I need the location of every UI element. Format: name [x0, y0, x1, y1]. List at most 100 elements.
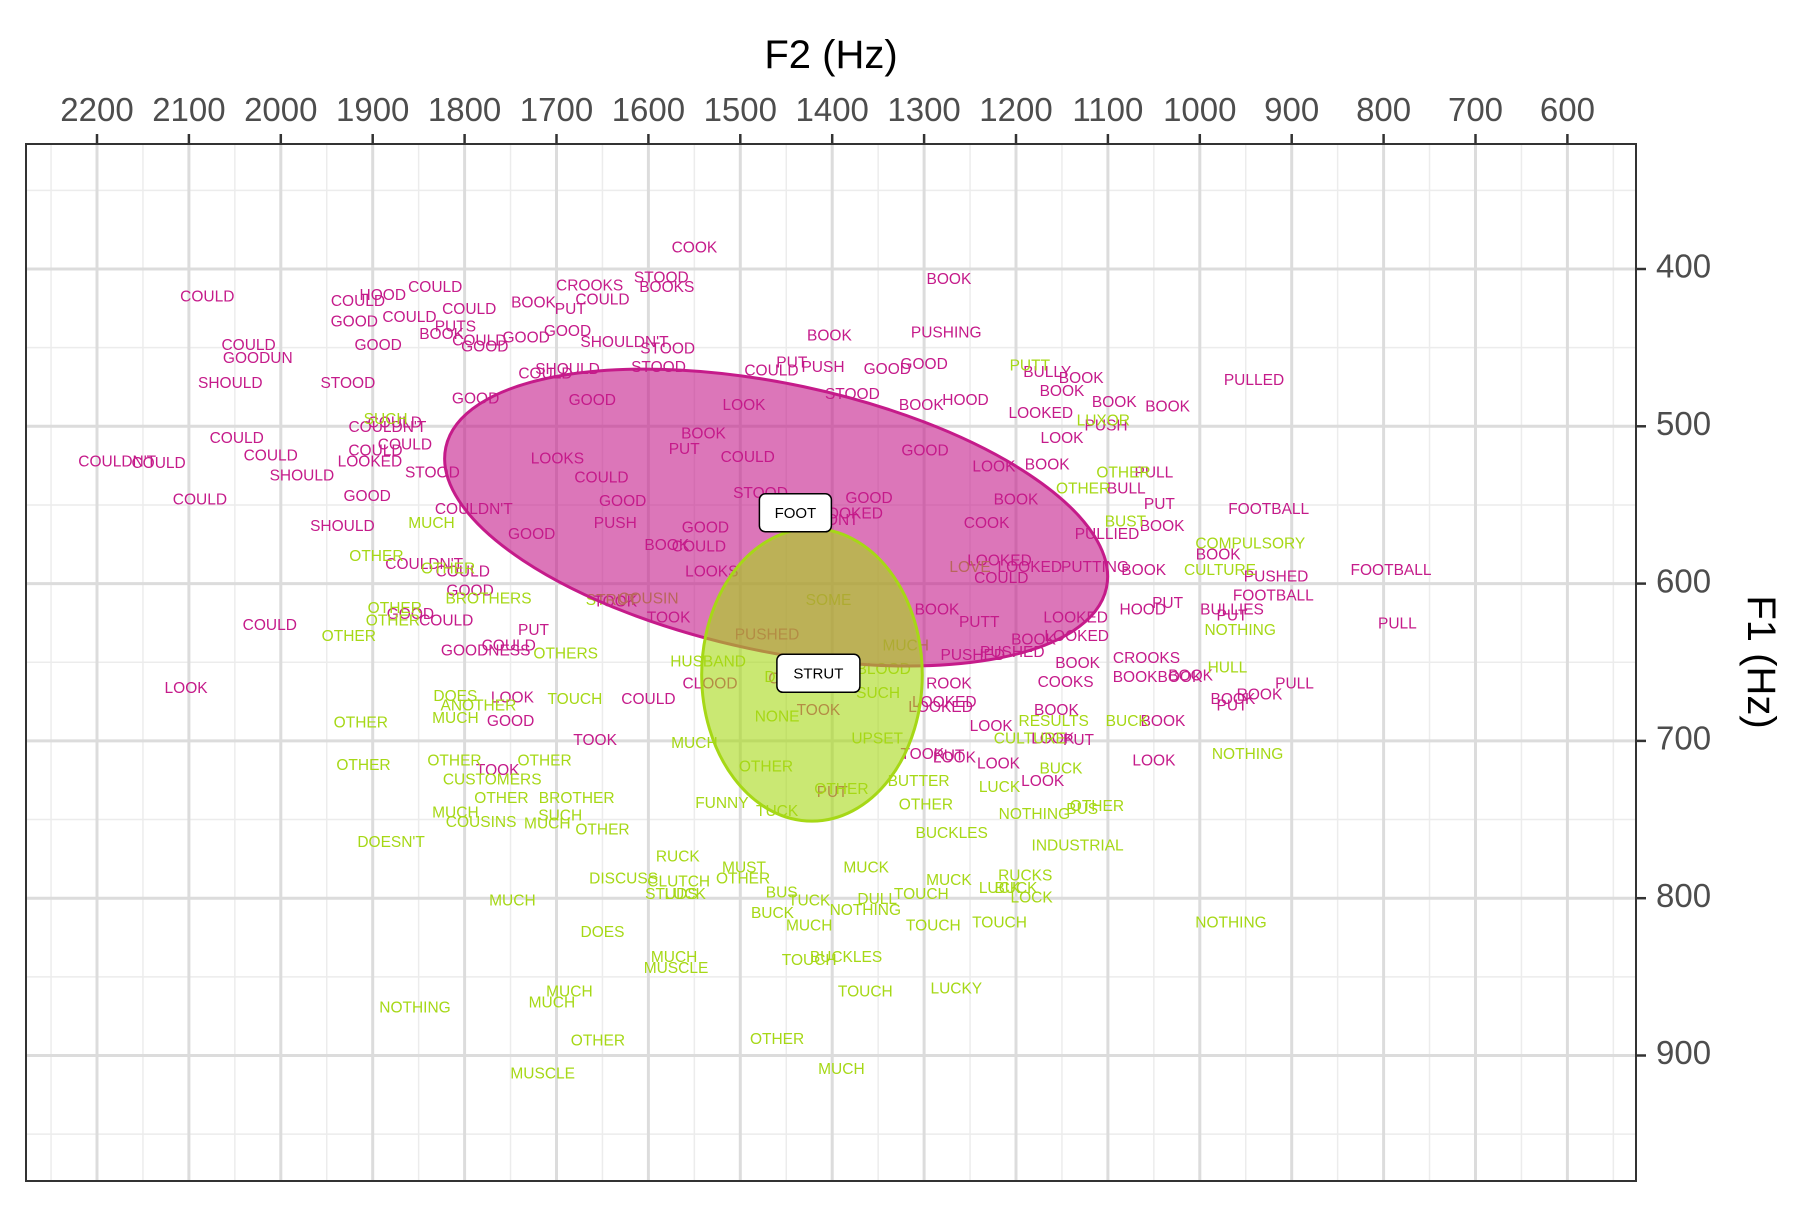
x-tick-label: 700 [1448, 91, 1503, 128]
x-axis-title: F2 (Hz) [764, 33, 897, 77]
strut-token: SUCH [538, 807, 582, 824]
foot-token: BOOK [1059, 370, 1104, 387]
strut-token: PUTT [1010, 358, 1051, 375]
strut-token: TUCK [788, 892, 831, 909]
x-tick-label: 1100 [1072, 91, 1143, 128]
strut-token: NOTHING [999, 806, 1070, 823]
foot-token: COULD [173, 491, 227, 508]
y-tick-label: 500 [1656, 405, 1711, 442]
foot-token: BOOK [1025, 457, 1070, 474]
foot-token: LOOK [165, 680, 209, 697]
x-tick-label: 900 [1264, 91, 1319, 128]
foot-token: LOOKED [338, 454, 403, 471]
strut-token: TOUCH [782, 952, 837, 969]
strut-token: OTHER [366, 612, 420, 629]
foot-token: COULD [382, 309, 436, 326]
y-tick-label: 800 [1656, 877, 1711, 914]
foot-token: PUT [1063, 732, 1095, 749]
foot-token: BOOK [1140, 518, 1185, 535]
strut-token: CULTURE [1184, 562, 1256, 579]
strut-token: MUCK [843, 859, 889, 876]
strut-token: NOTHING [830, 902, 901, 919]
foot-token: PUSHED [1244, 568, 1309, 585]
foot-token: BOOK [1168, 667, 1213, 684]
foot-token: BOOK [1141, 713, 1186, 730]
strut-token: MUST [722, 859, 766, 876]
strut-token: TOUCH [906, 918, 961, 935]
strut-token: OTHER [349, 548, 403, 565]
foot-token: HOOD [360, 287, 407, 304]
foot-token: COULD [452, 332, 506, 349]
strut-token: OTHER [427, 752, 481, 769]
foot-token: LOOKED [912, 694, 977, 711]
x-tick-label: 1300 [887, 91, 960, 128]
foot-token: BOOK [1211, 691, 1256, 708]
strut-token: RESULTS [1019, 713, 1089, 730]
x-tick-label: 1900 [336, 91, 409, 128]
x-tick-label: 1600 [612, 91, 685, 128]
foot-token: ROOK [926, 675, 972, 692]
foot-token: BOOK [1040, 383, 1085, 400]
foot-token: BOOK [511, 295, 556, 312]
strut-token: MUCH [651, 949, 698, 966]
y-axis-title: F1 (Hz) [1739, 595, 1783, 728]
strut-token: LOCK [1010, 889, 1053, 906]
strut-token: BUCKLES [810, 949, 882, 966]
foot-token: TOOK [900, 746, 944, 763]
foot-token: LOOK [977, 756, 1021, 773]
foot-token: GOOD [544, 323, 591, 340]
strut-token: MUCH [408, 515, 455, 532]
foot-token: PULL [1135, 465, 1174, 482]
strut-token: DOESN'T [357, 834, 425, 851]
x-tick-label: 600 [1540, 91, 1595, 128]
foot-token: BULL [1107, 480, 1146, 497]
grid-major [26, 144, 1636, 1181]
foot-token: COULD [244, 447, 298, 464]
foot-token: HOOD [1120, 601, 1167, 618]
foot-token: PUT [555, 301, 587, 318]
foot-token: GOOD [503, 329, 550, 346]
y-tick-label: 700 [1656, 720, 1711, 757]
foot-token: GOOD [900, 356, 947, 373]
foot-token: FOOTBALL [1351, 562, 1432, 579]
strut-token: OTHERS [533, 645, 598, 662]
strut-token: DOES [433, 688, 477, 705]
foot-token: GOOD [344, 488, 391, 505]
foot-mean-label-box [758, 493, 833, 533]
strut-token: MUCH [524, 815, 571, 832]
foot-token: COULD [348, 443, 402, 460]
strut-token: OTHER [368, 600, 422, 617]
foot-token: COULD [408, 279, 462, 296]
foot-token: BOOK [1121, 562, 1166, 579]
foot-token: PUT [1217, 697, 1249, 714]
strut-token: COMPULSORY [1195, 535, 1305, 552]
strut-token: BUCK [751, 905, 795, 922]
x-tick-label: 2200 [60, 91, 133, 128]
foot-token: COULD [243, 617, 297, 634]
foot-token: GOOD [446, 583, 493, 600]
foot-token: BOOKBOOK [1113, 669, 1203, 686]
foot-token: STOOD [320, 375, 375, 392]
foot-token: COULD [621, 691, 675, 708]
strut-token: MUCH [786, 918, 833, 935]
strut-token: BUS [766, 885, 798, 902]
foot-token: COULD [131, 455, 185, 472]
strut-token: LUXOR [1077, 413, 1130, 430]
foot-token: COOKS [1038, 674, 1094, 691]
strut-token: OTHER [421, 560, 475, 577]
foot-token: SHOULD [270, 468, 335, 485]
foot-token: BOOK [927, 271, 972, 288]
foot-token: CROOKS [1113, 650, 1180, 667]
strut-mean-label-box [776, 653, 861, 694]
strut-token: MUCH [818, 1061, 865, 1078]
foot-token: BOOK [1034, 702, 1079, 719]
x-tick-label: 1700 [520, 91, 593, 128]
y-tick-label: 600 [1656, 562, 1711, 599]
strut-token: BUCK [1106, 713, 1150, 730]
foot-token: COULD [180, 288, 234, 305]
foot-mean-label: FOOT [775, 505, 817, 522]
strut-token: OTHER [474, 790, 528, 807]
strut-token: RUCK [656, 848, 701, 865]
foot-token: COULD [436, 564, 490, 581]
